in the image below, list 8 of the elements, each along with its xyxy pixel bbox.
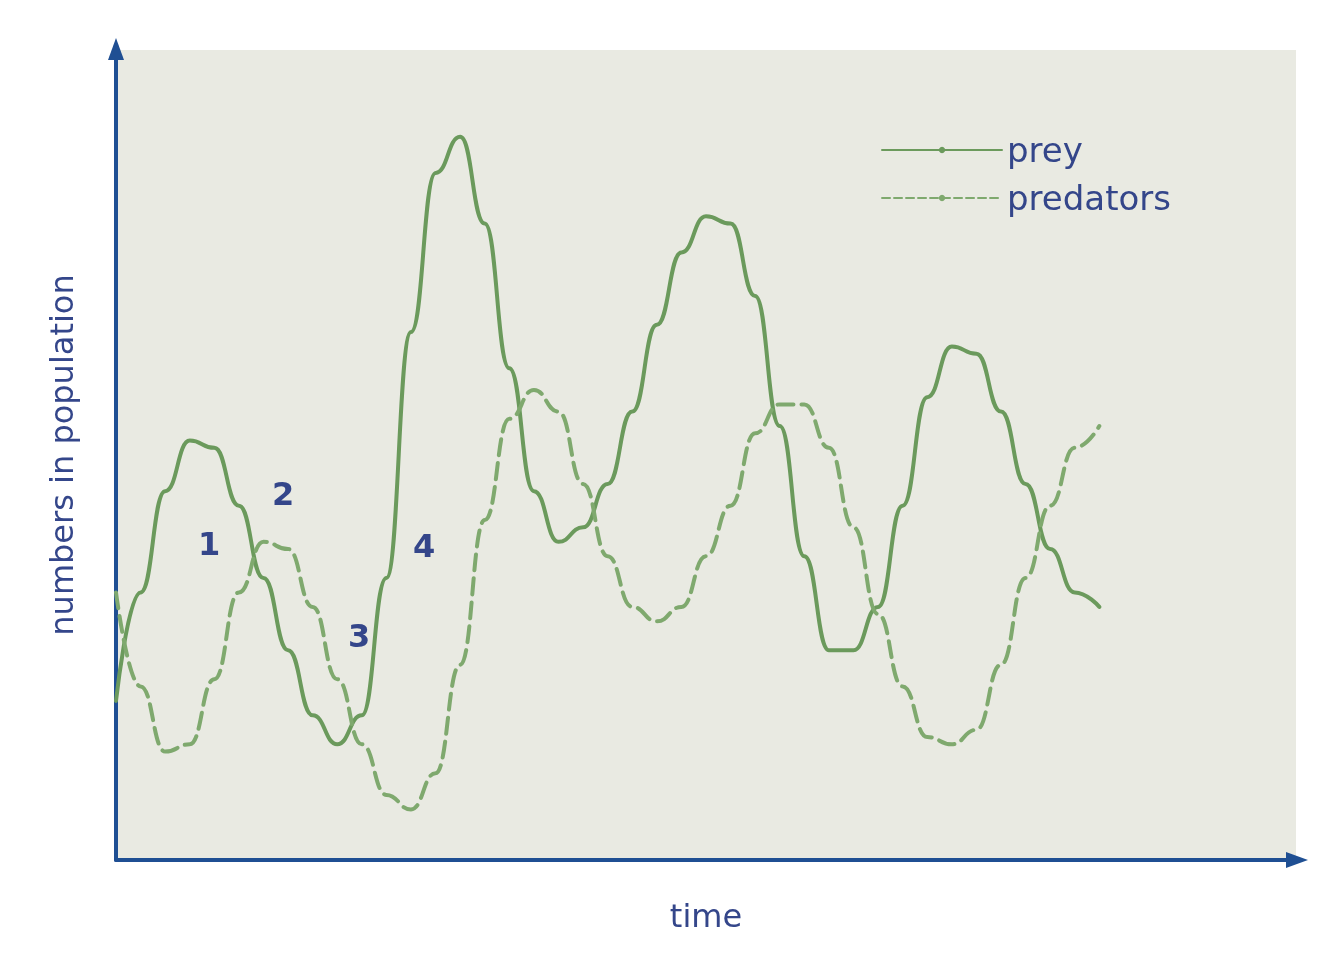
y-axis-title: numbers in population (43, 274, 81, 636)
annotation: 2 (272, 475, 295, 513)
annotation: 4 (413, 527, 436, 565)
legend-label: prey (1007, 130, 1083, 170)
annotation: 3 (348, 617, 371, 655)
annotation: 1 (198, 525, 221, 563)
legend-label: predators (1007, 178, 1172, 218)
x-axis-title: time (669, 897, 743, 935)
